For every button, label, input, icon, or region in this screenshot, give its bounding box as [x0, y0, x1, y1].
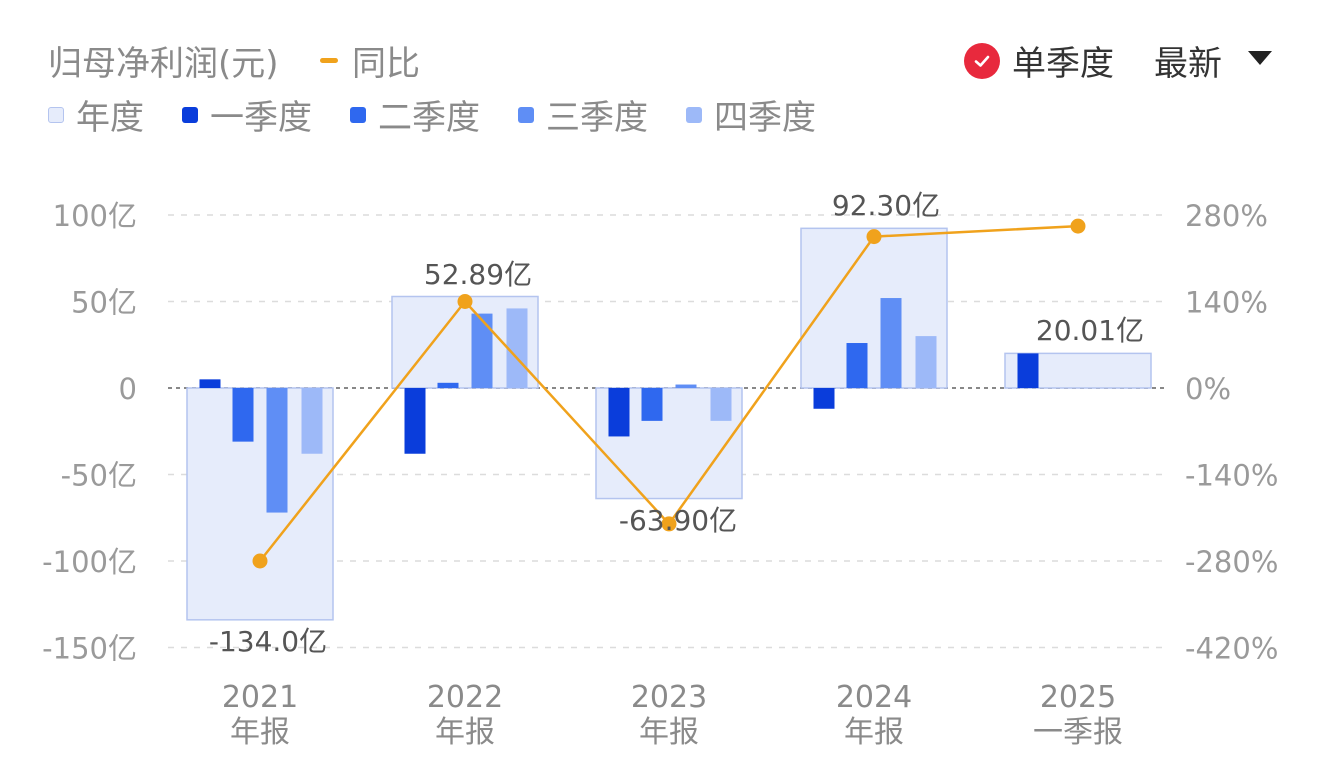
right-axis-tick-label: 280% — [1185, 199, 1268, 233]
legend-swatch-q2 — [350, 106, 366, 123]
yoy-legend-label: 同比 — [352, 44, 420, 84]
legend-swatch-q1 — [182, 106, 198, 123]
left-axis-tick-label: 50亿 — [71, 286, 137, 320]
legend-label-q3: 三季度 — [546, 98, 648, 138]
quarter-bar-q1 — [1017, 353, 1039, 388]
legend-item-q4[interactable]: 四季度 — [686, 90, 816, 139]
legend-swatch-annual — [48, 106, 64, 123]
check-circle-icon[interactable] — [964, 42, 1000, 79]
quarter-bar-q1 — [813, 388, 835, 409]
legend-item-q3[interactable]: 三季度 — [518, 90, 648, 139]
quarter-bar-q1 — [404, 388, 426, 454]
x-axis-period-label: 年报 — [230, 715, 290, 750]
x-axis-year-label: 2022 — [427, 680, 503, 715]
x-axis-year-label: 2025 — [1040, 680, 1116, 715]
yoy-legend: 同比 — [320, 36, 420, 85]
right-axis-tick-label: 0% — [1185, 372, 1231, 406]
quarter-bar-q4 — [915, 336, 937, 388]
quarter-bar-q1 — [608, 388, 630, 437]
quarter-bar-q3 — [675, 384, 697, 388]
quarter-bar-q2 — [437, 382, 459, 388]
yoy-point — [866, 229, 882, 245]
quarter-bar-q3 — [880, 298, 902, 388]
single-quarter-toggle-label[interactable]: 单季度 — [1012, 44, 1114, 84]
annual-data-label: -63.90亿 — [619, 504, 737, 537]
caret-down-icon[interactable] — [1248, 50, 1272, 65]
right-axis-tick-label: 140% — [1185, 286, 1268, 320]
x-axis-period-label: 一季报 — [1033, 715, 1123, 750]
quarter-bar-q4 — [710, 388, 732, 421]
quarter-bar-q1 — [199, 379, 221, 388]
legend-swatch-q4 — [686, 106, 702, 123]
chart-title: 归母净利润(元) — [48, 44, 279, 84]
quarter-bar-q3 — [471, 313, 493, 388]
annual-data-label: 20.01亿 — [1036, 314, 1144, 347]
quarter-bar-q2 — [641, 388, 663, 421]
legend-item-q2[interactable]: 二季度 — [350, 90, 480, 139]
quarter-bar-q2 — [846, 343, 868, 388]
x-axis-period-label: 年报 — [844, 715, 904, 750]
x-axis-year-label: 2023 — [631, 680, 707, 715]
legend-label-q1: 一季度 — [210, 98, 312, 138]
right-axis-tick-label: -420% — [1185, 632, 1278, 666]
left-axis-tick-label: 0 — [119, 372, 137, 406]
left-axis-tick-label: -100亿 — [42, 545, 137, 579]
left-axis-tick-label: -150亿 — [42, 632, 137, 666]
quarter-bar-q4 — [301, 388, 323, 454]
legend: 年度 一季度 二季度 三季度 四季度 — [48, 90, 854, 139]
x-axis-period-label: 年报 — [639, 715, 699, 750]
left-axis-tick-label: 100亿 — [53, 199, 137, 233]
annual-data-label: -134.0亿 — [209, 625, 327, 658]
x-axis-period-label: 年报 — [435, 715, 495, 750]
legend-item-q1[interactable]: 一季度 — [182, 90, 312, 139]
chart-controls: 单季度 最新 — [964, 36, 1272, 85]
yoy-legend-line-icon — [320, 58, 338, 63]
yoy-point — [661, 516, 677, 532]
yoy-point — [457, 294, 473, 309]
legend-item-annual[interactable]: 年度 — [48, 90, 144, 139]
legend-label-annual: 年度 — [76, 98, 144, 138]
annual-data-label: 92.30亿 — [832, 189, 940, 222]
x-axis-year-label: 2024 — [836, 680, 912, 715]
legend-label-q4: 四季度 — [714, 98, 816, 138]
quarter-bar-q4 — [506, 308, 528, 388]
legend-label-q2: 二季度 — [378, 98, 480, 138]
quarter-bar-q3 — [266, 388, 288, 513]
right-axis-tick-label: -140% — [1185, 459, 1278, 493]
legend-swatch-q3 — [518, 106, 534, 123]
yoy-point — [252, 553, 268, 569]
quarter-bar-q2 — [232, 388, 254, 442]
right-axis-tick-label: -280% — [1185, 545, 1278, 579]
annual-data-label: 52.89亿 — [424, 258, 532, 291]
x-axis-year-label: 2021 — [222, 680, 298, 715]
yoy-point — [1070, 218, 1086, 234]
latest-dropdown-label[interactable]: 最新 — [1154, 44, 1222, 84]
left-axis-tick-label: -50亿 — [61, 459, 137, 493]
